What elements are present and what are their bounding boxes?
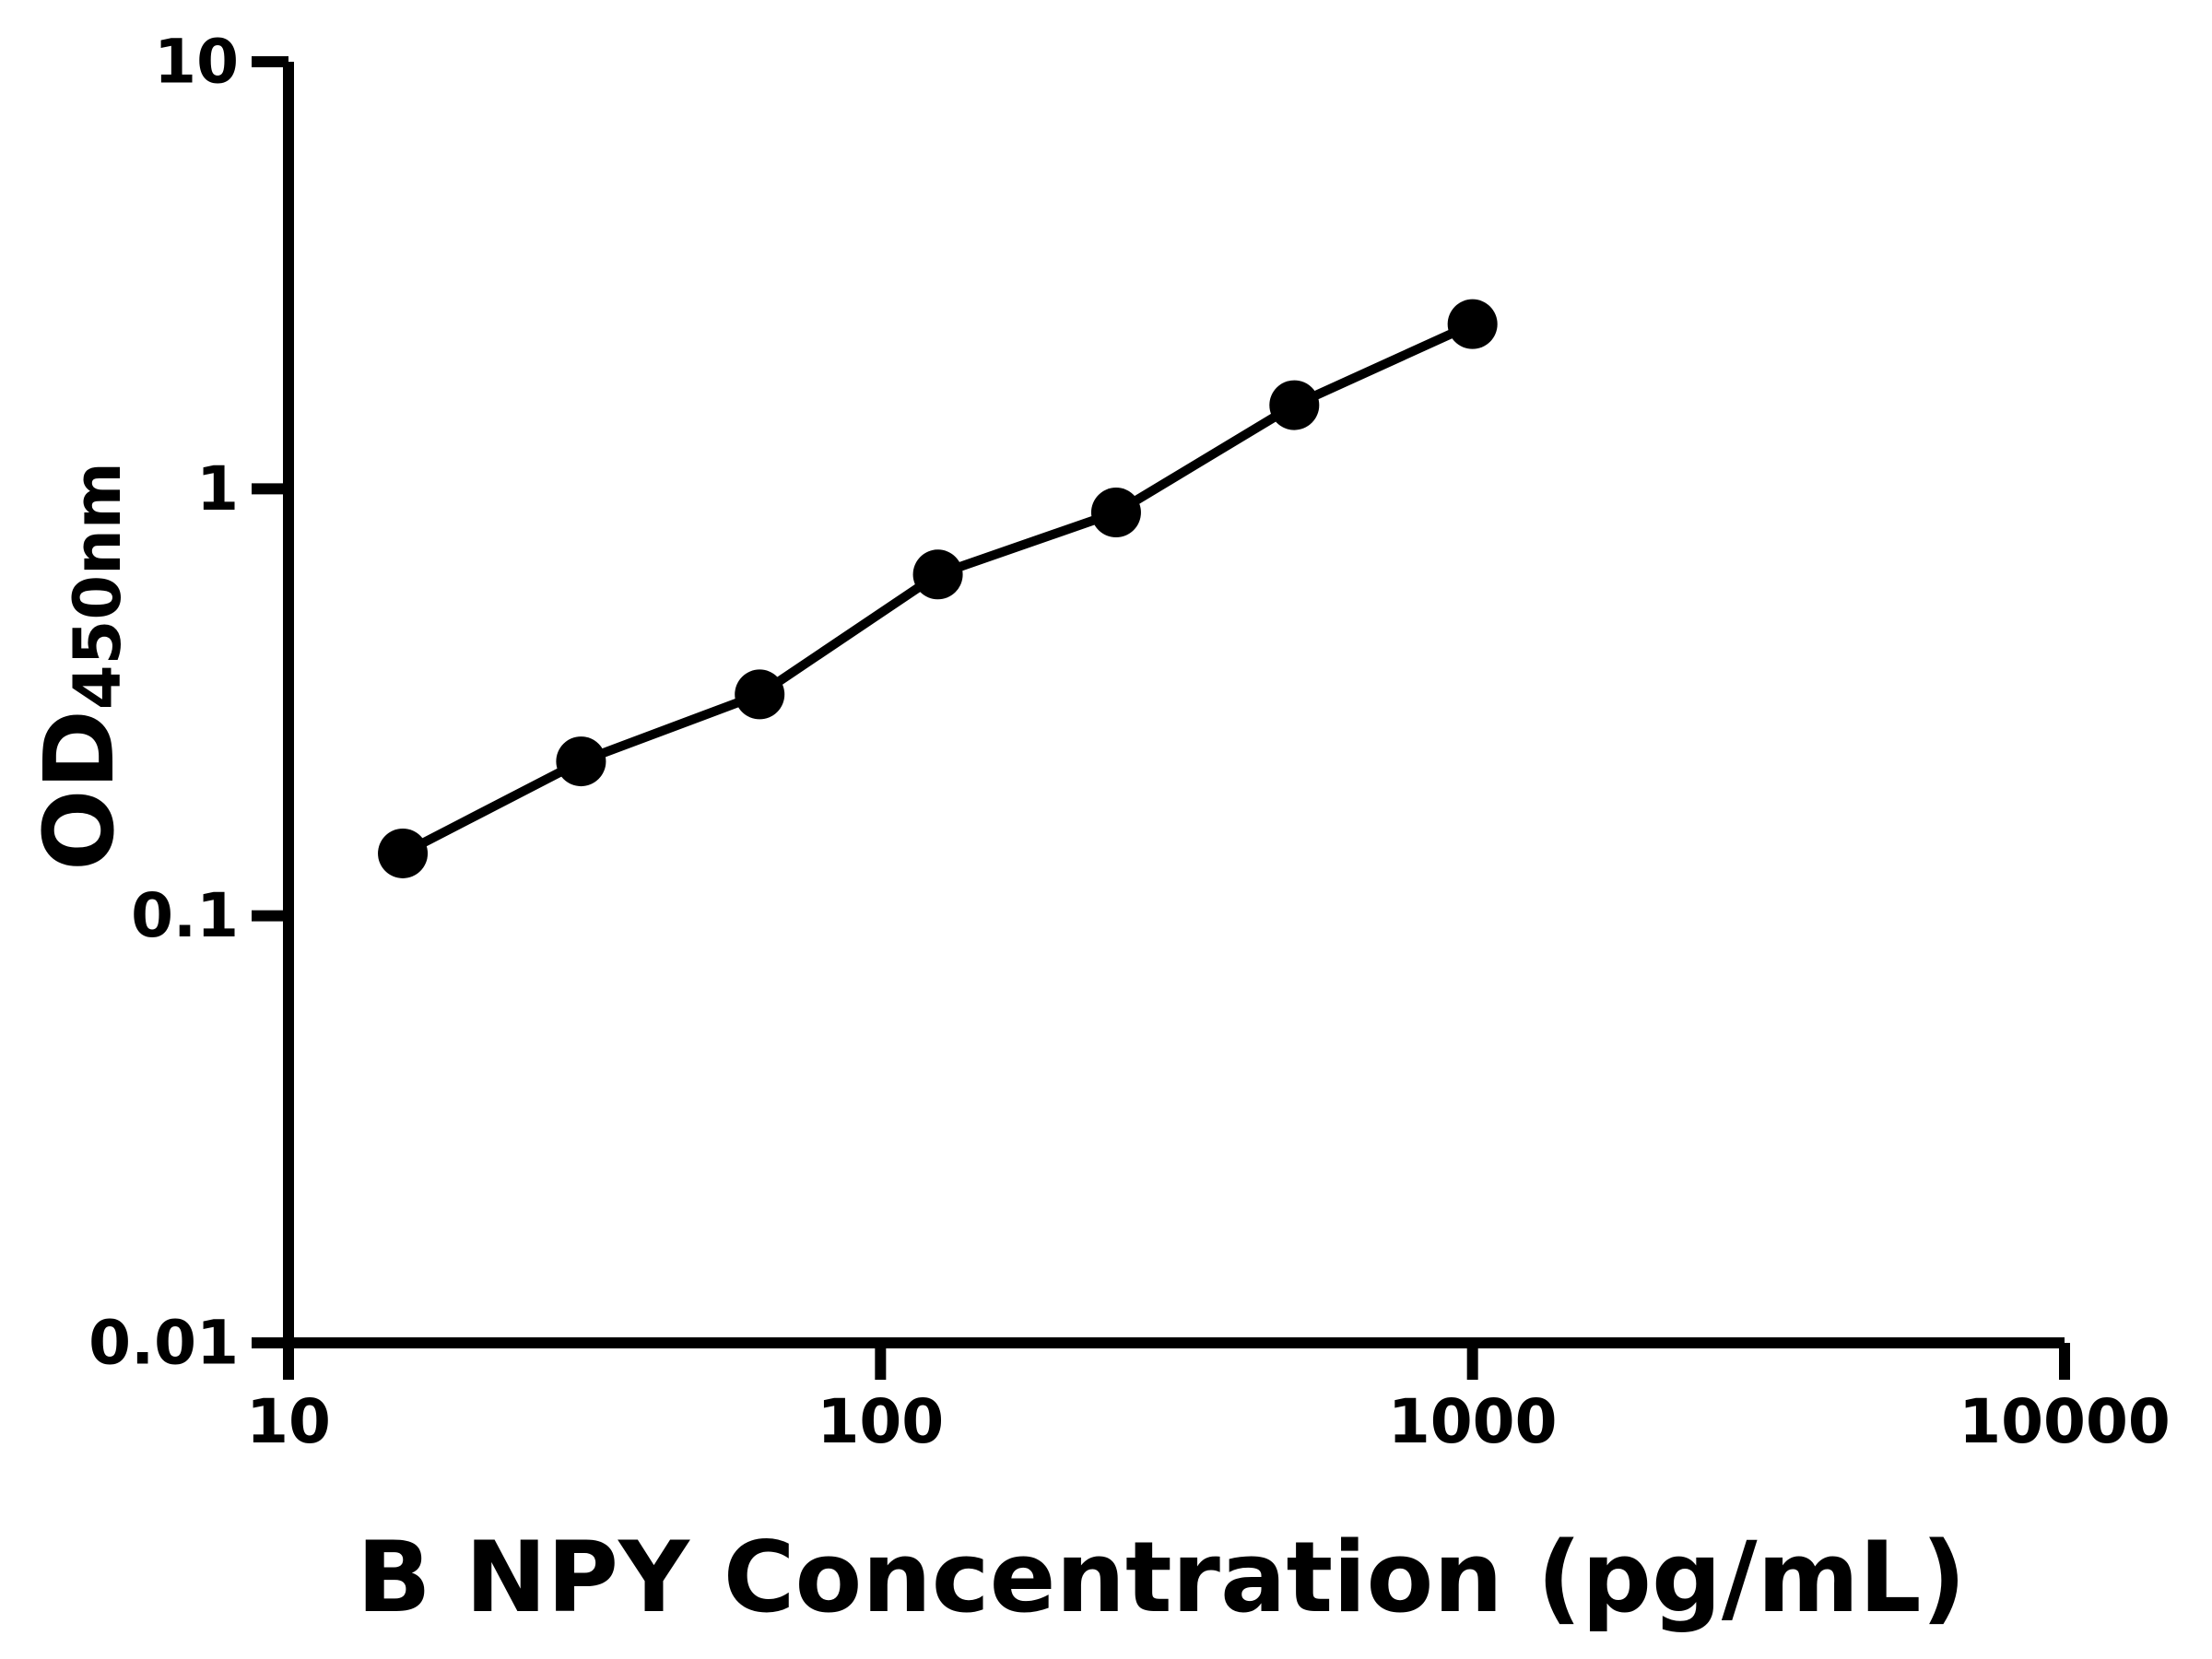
axis-spines <box>283 62 2065 1348</box>
y-tick-label: 1 <box>196 453 239 524</box>
data-point-marker <box>556 736 606 787</box>
data-point-marker <box>1090 488 1141 538</box>
x-tick-label: 1000 <box>1388 1386 1558 1457</box>
data-series <box>378 299 1498 878</box>
axes: 0.01 0.1 1 10 10 100 1000 10000 <box>88 27 2171 1458</box>
data-point-marker <box>912 549 963 600</box>
y-axis-title: OD450nm <box>23 462 135 871</box>
data-point-marker <box>735 669 785 720</box>
y-tick-label: 0.01 <box>88 1308 239 1379</box>
y-axis-title-main: OD <box>23 710 135 871</box>
y-tick-label: 10 <box>154 27 239 98</box>
data-point-marker <box>378 828 429 878</box>
x-tick-label: 10 <box>246 1386 331 1457</box>
x-axis-title: B NPY Concentration (pg/mL) <box>357 1521 1966 1634</box>
x-tick-label: 10000 <box>1959 1386 2171 1457</box>
data-point-marker <box>1447 299 1498 349</box>
y-tick-label: 0.1 <box>131 880 239 951</box>
data-point-marker <box>1269 380 1320 430</box>
x-tick-label: 100 <box>817 1386 944 1457</box>
y-axis-title-sub: 450nm <box>60 462 135 710</box>
